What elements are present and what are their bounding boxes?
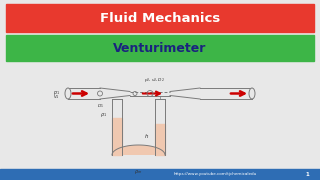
Text: $\rho_m$: $\rho_m$ <box>134 168 143 176</box>
Bar <box>155 124 165 155</box>
Text: $v_1$: $v_1$ <box>53 93 60 101</box>
Ellipse shape <box>249 88 255 99</box>
Bar <box>6 35 314 61</box>
Text: $p_1$: $p_1$ <box>53 89 60 97</box>
Text: https://www.youtube.com/tjchemicaledu: https://www.youtube.com/tjchemicaledu <box>173 172 257 177</box>
Text: Venturimeter: Venturimeter <box>113 42 207 55</box>
Bar <box>112 118 122 155</box>
Text: $D_1$: $D_1$ <box>98 102 105 110</box>
Bar <box>6 4 314 32</box>
Polygon shape <box>112 145 165 155</box>
Bar <box>0 169 320 180</box>
Text: $\rho_1$: $\rho_1$ <box>100 111 107 119</box>
Ellipse shape <box>65 88 71 99</box>
Text: Fluid Mechanics: Fluid Mechanics <box>100 12 220 25</box>
Text: $p_2, v_2, D_2$: $p_2, v_2, D_2$ <box>145 76 165 84</box>
Text: 1: 1 <box>305 172 309 177</box>
Text: $h$: $h$ <box>143 132 148 141</box>
